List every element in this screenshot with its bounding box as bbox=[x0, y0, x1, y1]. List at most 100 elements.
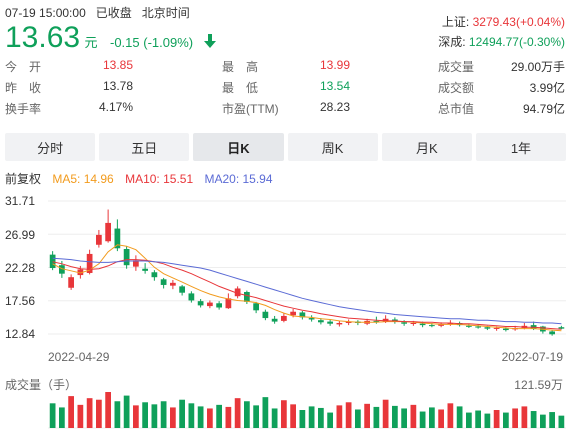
datetime: 07-19 15:00:00 bbox=[5, 6, 86, 20]
market-status: 已收盘 bbox=[95, 6, 132, 20]
ma10-label: MA10: 15.51 bbox=[125, 172, 194, 186]
candle-body bbox=[188, 293, 195, 301]
candle-body bbox=[281, 315, 287, 321]
y-tick-label: 31.71 bbox=[5, 194, 36, 208]
candle-body bbox=[225, 298, 232, 309]
volume-bar bbox=[484, 413, 491, 428]
price-change: -0.15 (-1.09%) bbox=[110, 35, 194, 50]
label-turnover-rate: 换手率 bbox=[5, 102, 42, 116]
volume-bar bbox=[96, 399, 102, 428]
value-high: 13.99 bbox=[319, 58, 350, 72]
candle-body bbox=[336, 323, 343, 325]
index-value: 12494.77(-0.30%) bbox=[468, 35, 565, 49]
volume-bar bbox=[549, 412, 555, 428]
candle-body bbox=[558, 327, 565, 329]
tab-daily-k[interactable]: 日K bbox=[193, 133, 284, 161]
volume-bar bbox=[530, 411, 537, 428]
tab-weekly-k[interactable]: 周K bbox=[287, 133, 378, 161]
volume-bar bbox=[234, 398, 241, 428]
volume-bar bbox=[364, 403, 370, 428]
tab-one-year[interactable]: 1年 bbox=[475, 133, 567, 161]
volume-bar bbox=[244, 401, 250, 428]
volume-bar bbox=[392, 405, 398, 428]
ma-legend: 前复权 MA5: 14.96 MA10: 15.51 MA20: 15.94 bbox=[5, 170, 273, 187]
volume-bar bbox=[308, 406, 315, 428]
candle-body bbox=[484, 327, 491, 329]
value-volume: 29.00万手 bbox=[510, 60, 565, 74]
candle-body bbox=[345, 321, 352, 324]
volume-bar bbox=[160, 401, 167, 428]
volume-bar bbox=[382, 399, 389, 428]
candle-body bbox=[447, 323, 454, 325]
volume-bar bbox=[225, 406, 232, 428]
candle-body bbox=[207, 302, 213, 307]
candle-body bbox=[49, 254, 56, 269]
candle-body bbox=[466, 325, 472, 327]
volume-bar bbox=[216, 404, 222, 428]
volume-bar bbox=[262, 397, 269, 428]
candle-body bbox=[133, 260, 139, 267]
y-tick-label: 22.28 bbox=[5, 261, 36, 275]
label-market-cap: 总市值 bbox=[438, 102, 475, 116]
volume-bar bbox=[540, 414, 546, 428]
candle-body bbox=[170, 282, 176, 286]
volume-bar bbox=[438, 409, 444, 428]
volume-bar bbox=[429, 407, 435, 428]
candle-body bbox=[308, 318, 315, 320]
volume-bar bbox=[327, 412, 333, 428]
tab-five-day[interactable]: 五日 bbox=[99, 133, 190, 161]
index-shanghai[interactable]: 上证: 3279.43(+0.04%) bbox=[442, 13, 565, 30]
volume-max-label: 121.59万 bbox=[514, 378, 563, 392]
candle-body bbox=[244, 291, 250, 302]
volume-bar bbox=[401, 408, 407, 428]
volume-bar bbox=[281, 400, 287, 428]
quote-timestamp: 07-19 15:00:00 已收盘 北京时间 bbox=[5, 4, 190, 21]
candle-body bbox=[290, 311, 296, 316]
ma20-line bbox=[52, 257, 562, 325]
price-unit: 元 bbox=[84, 35, 98, 50]
volume-bar bbox=[290, 404, 296, 428]
adjust-mode[interactable]: 前复权 bbox=[5, 172, 42, 186]
volume-bar bbox=[318, 407, 324, 428]
tab-intraday[interactable]: 分时 bbox=[5, 133, 96, 161]
volume-bar bbox=[355, 409, 361, 428]
candle-body bbox=[253, 303, 259, 311]
y-tick-label: 26.99 bbox=[5, 228, 36, 242]
candle-body bbox=[160, 279, 167, 285]
volume-bar bbox=[188, 403, 195, 428]
y-tick-label: 12.84 bbox=[5, 327, 36, 341]
candle-body bbox=[549, 331, 555, 335]
index-name: 上证: bbox=[441, 15, 470, 29]
candle-body bbox=[327, 321, 333, 324]
candle-body bbox=[271, 318, 278, 322]
tab-monthly-k[interactable]: 月K bbox=[381, 133, 472, 161]
candle-body bbox=[179, 286, 185, 293]
index-shenzhen[interactable]: 深成: 12494.77(-0.30%) bbox=[438, 33, 565, 50]
current-price: 13.63 bbox=[5, 21, 81, 54]
volume-bar bbox=[475, 410, 481, 428]
candle-body bbox=[123, 248, 130, 266]
candle-body bbox=[318, 320, 324, 323]
candle-body bbox=[68, 277, 74, 288]
ma5-label: MA5: 14.96 bbox=[52, 172, 114, 186]
ma10-line bbox=[52, 259, 562, 330]
value-turnover-rate: 4.17% bbox=[98, 100, 133, 114]
volume-bar bbox=[466, 412, 472, 428]
volume-bar bbox=[521, 406, 528, 428]
volume-bar bbox=[114, 401, 121, 428]
volume-bar bbox=[512, 408, 518, 428]
label-pe: 市盈(TTM) bbox=[222, 102, 279, 116]
volume-bar bbox=[151, 404, 158, 428]
candle-body bbox=[410, 323, 417, 325]
volume-bar bbox=[558, 415, 565, 428]
volume-bar bbox=[123, 395, 130, 428]
candle-body bbox=[493, 327, 500, 329]
candle-body bbox=[438, 324, 444, 326]
candle-body bbox=[429, 325, 435, 327]
value-market-cap: 94.79亿 bbox=[522, 102, 565, 116]
volume-bar bbox=[197, 406, 204, 428]
candle-body bbox=[59, 265, 65, 274]
candle-body bbox=[419, 323, 426, 326]
